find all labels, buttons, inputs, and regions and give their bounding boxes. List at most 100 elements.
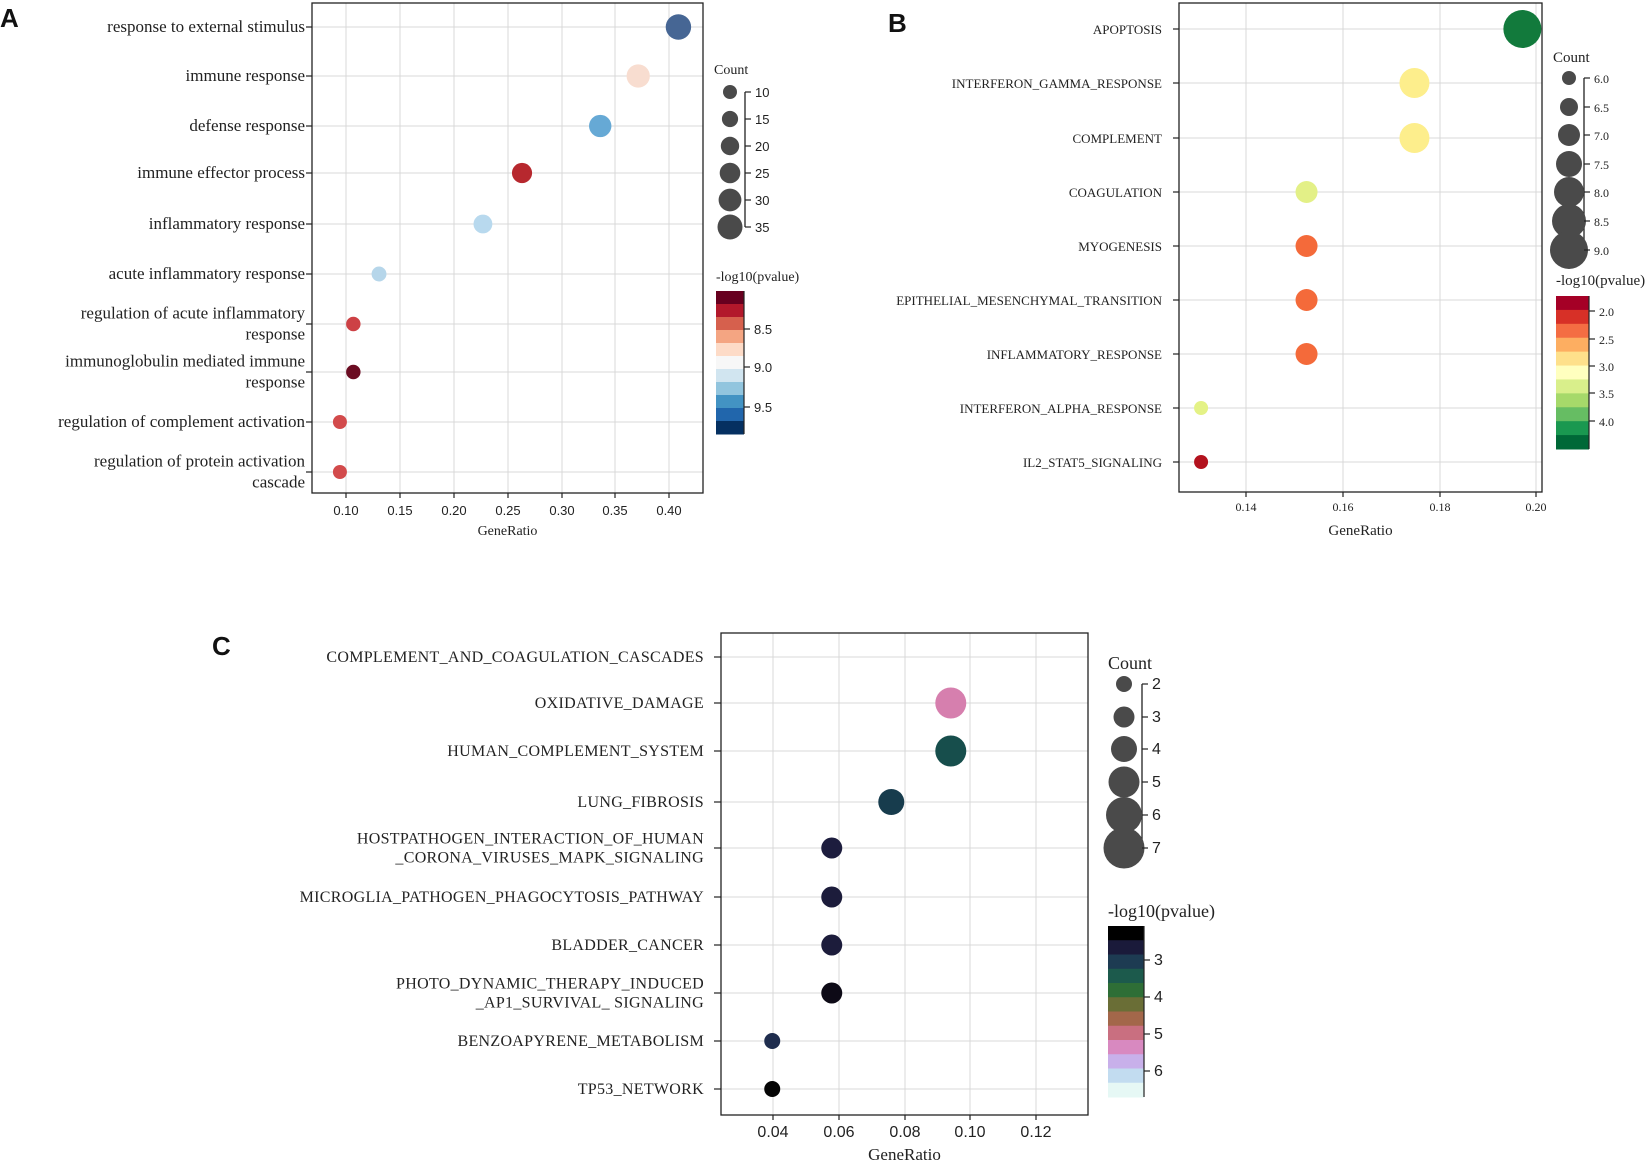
category-label: IL2_STAT5_SIGNALING (1023, 455, 1162, 470)
color-legend-band (716, 291, 744, 305)
data-point (589, 114, 612, 138)
x-axis-label: GeneRatio (478, 524, 538, 539)
color-legend-band (1108, 968, 1144, 984)
size-legend-dot (718, 188, 742, 212)
size-legend-value: 3 (1152, 709, 1161, 726)
size-legend-value: 6.5 (1594, 101, 1609, 115)
size-legend-dot (1550, 231, 1588, 269)
size-legend-value: 30 (755, 193, 769, 208)
color-legend-band (1108, 940, 1144, 955)
data-point (511, 162, 533, 184)
size-legend-dot (1103, 827, 1145, 869)
category-label: OXIDATIVE_DAMAGE (535, 695, 704, 712)
size-legend-value: 5 (1152, 774, 1161, 791)
color-legend-band (716, 304, 744, 318)
category-label: COMPLEMENT_AND_COAGULATION_CASCADES (326, 649, 704, 666)
category-label: COAGULATION (1069, 185, 1163, 200)
size-legend-value: 9.0 (1594, 244, 1609, 258)
size-legend-dot (1106, 797, 1142, 833)
color-legend-band (1108, 926, 1144, 941)
size-legend-value: 25 (755, 166, 769, 181)
size-legend-value: 7.5 (1594, 158, 1609, 172)
color-legend-band (1556, 309, 1589, 325)
panel-label-c: C (212, 631, 231, 661)
size-legend-dot (1552, 204, 1586, 238)
category-label: INTERFERON_ALPHA_RESPONSE (960, 401, 1162, 416)
data-point (878, 789, 905, 815)
color-legend-band (716, 408, 744, 422)
color-legend-value: 3.5 (1599, 387, 1614, 401)
color-legend-band (1108, 1068, 1144, 1084)
data-point (473, 214, 493, 234)
size-legend-dot (717, 214, 743, 240)
color-legend-band (1108, 1025, 1144, 1041)
color-legend-value: 9.5 (754, 400, 772, 415)
x-axis-label: GeneRatio (868, 1145, 941, 1161)
data-point (1194, 401, 1209, 415)
color-legend-band (1556, 393, 1589, 408)
data-point (764, 1081, 781, 1097)
size-legend-value: 15 (755, 112, 769, 127)
data-point (626, 64, 650, 88)
color-legend-value: 9.0 (754, 360, 772, 375)
color-legend-value: 8.5 (754, 322, 772, 337)
size-legend-value: 4 (1152, 741, 1161, 758)
color-legend-value: 2.0 (1599, 305, 1614, 319)
data-point (821, 982, 843, 1004)
data-point (665, 14, 692, 40)
x-tick-label: 0.10 (954, 1124, 985, 1141)
category-label: cascade (252, 473, 305, 492)
data-point (1295, 289, 1318, 311)
x-tick-label: 0.20 (1526, 500, 1547, 514)
color-legend-band (1556, 323, 1589, 339)
category-label: HUMAN_COMPLEMENT_SYSTEM (447, 743, 704, 760)
size-legend-value: 6.0 (1594, 72, 1609, 86)
category-label: EPITHELIAL_MESENCHYMAL_TRANSITION (896, 293, 1162, 308)
category-label: acute inflammatory response (109, 264, 305, 283)
x-tick-label: 0.12 (1020, 1124, 1051, 1141)
data-point (346, 316, 361, 332)
size-legend-dot (1556, 151, 1582, 177)
data-point (935, 687, 967, 719)
x-tick-label: 0.18 (1430, 500, 1451, 514)
category-label: immunoglobulin mediated immune (65, 352, 305, 371)
color-legend-value: 6 (1154, 1063, 1163, 1080)
x-tick-label: 0.20 (441, 503, 466, 518)
color-legend-value: 2.5 (1599, 333, 1614, 347)
color-legend-band (1108, 983, 1144, 998)
color-legend-band (716, 382, 744, 396)
panel-c-dot-plot: 0.04 0.06 0.08 0.10 0.12 GeneRatio COMPLEMENT_… (300, 632, 1215, 1161)
size-legend-value: 8.0 (1594, 186, 1609, 200)
category-label: _AP1_SURVIVAL_ SIGNALING (475, 995, 704, 1012)
category-label: regulation of complement activation (58, 412, 305, 431)
size-legend-value: 35 (755, 220, 769, 235)
category-label: _CORONA_VIRUSES_MAPK_SIGNALING (394, 850, 704, 867)
color-legend-band (1556, 365, 1589, 380)
size-legend-dot (1108, 766, 1140, 798)
data-point (371, 266, 387, 282)
size-legend-dot (1554, 177, 1584, 207)
color-legend-band (1556, 351, 1589, 367)
color-legend-band (1556, 379, 1589, 394)
color-legend-band (716, 317, 744, 331)
size-legend-value: 20 (755, 139, 769, 154)
x-tick-label: 0.10 (333, 503, 358, 518)
color-legend-band (716, 343, 744, 357)
x-tick-label: 0.15 (387, 503, 412, 518)
color-legend-band (1108, 997, 1144, 1012)
color-legend-band (1108, 1082, 1144, 1098)
x-tick-label: 0.30 (549, 503, 574, 518)
x-tick-label: 0.08 (889, 1124, 920, 1141)
panel-a-dot-plot: 0.10 0.15 0.20 0.25 0.30 0.35 0.40 GeneRatio res… (58, 2, 800, 539)
color-legend-band (1108, 1040, 1144, 1055)
data-point (1503, 10, 1542, 48)
data-point (1295, 235, 1318, 257)
category-label: response (246, 325, 305, 344)
x-tick-label: 0.25 (495, 503, 520, 518)
size-legend-value: 10 (755, 85, 769, 100)
color-legend-band (1108, 1054, 1144, 1069)
panel-label-b: B (888, 8, 907, 38)
color-legend-band (1556, 337, 1589, 353)
size-legend-title: Count (1108, 653, 1152, 673)
